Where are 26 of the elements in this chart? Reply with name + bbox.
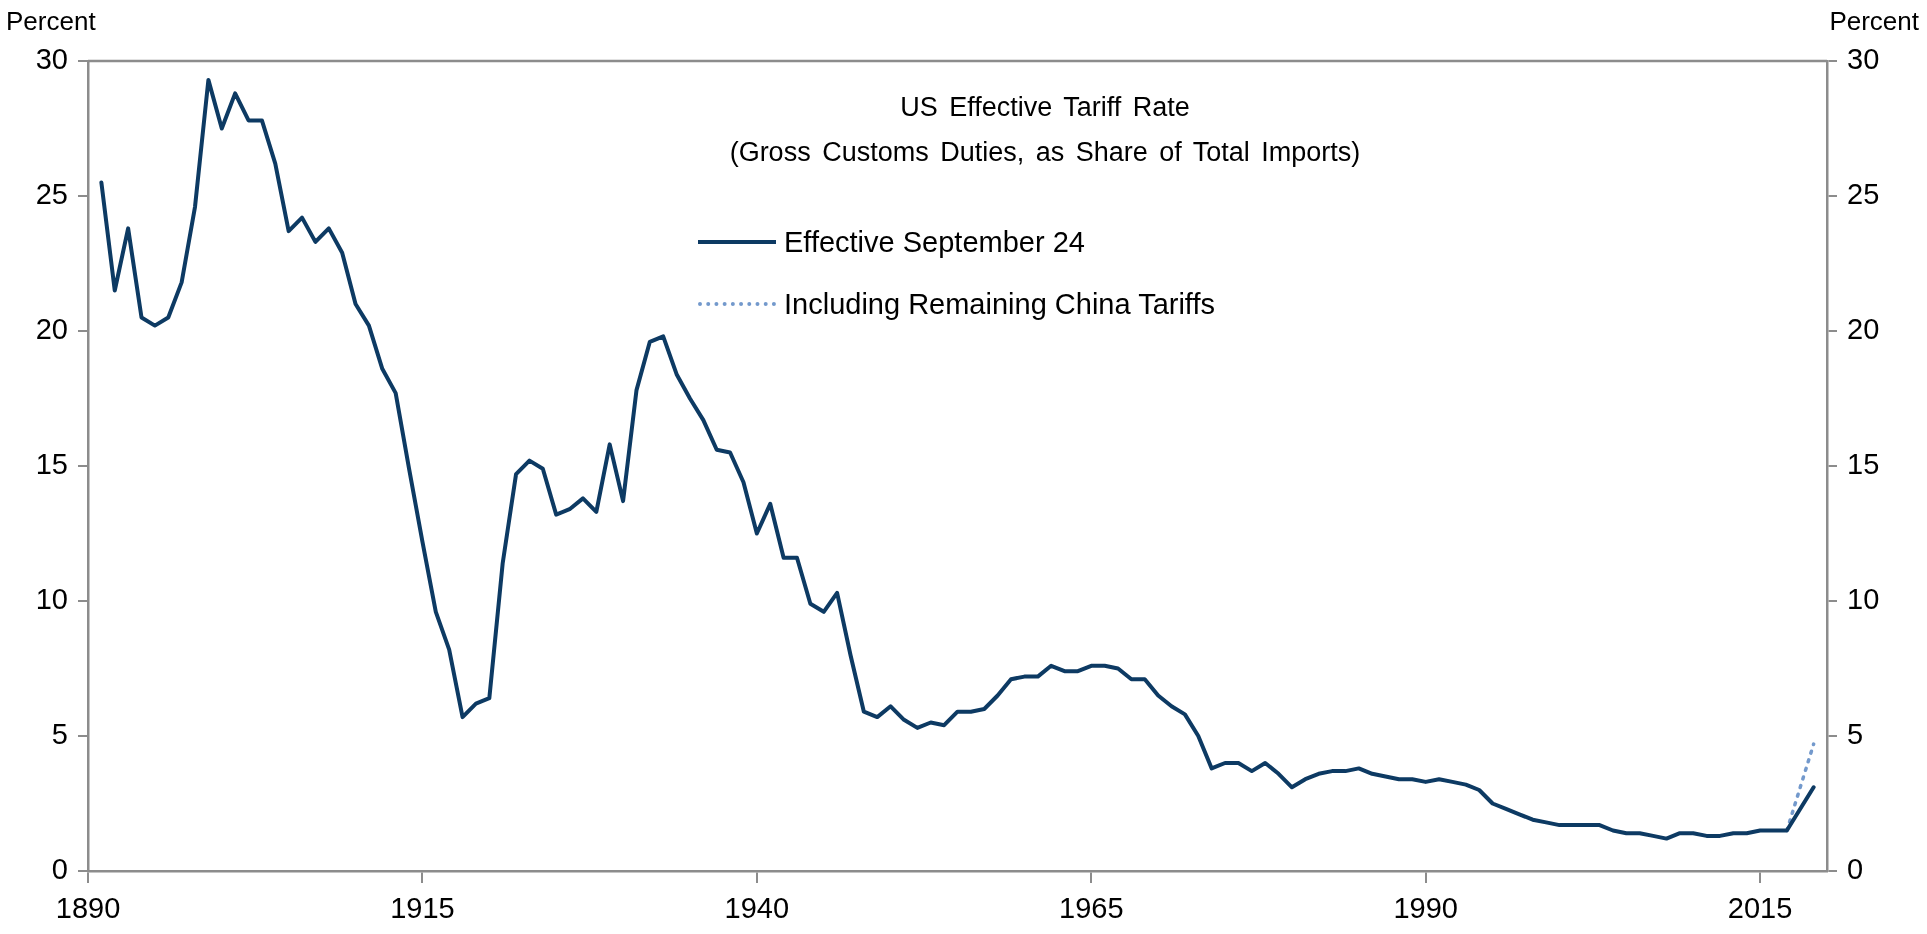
y-tick-label: 20	[35, 313, 68, 345]
y-tick-label: 25	[35, 178, 68, 210]
y2-axis-title: Percent	[1829, 6, 1919, 37]
y2-tick-label: 5	[1847, 718, 1864, 750]
y2-tick-label: 25	[1847, 178, 1880, 210]
x-tick-label: 1890	[55, 892, 121, 925]
y-tick-label: 30	[35, 43, 68, 75]
x-tick-label: 1915	[390, 892, 455, 925]
y2-tick-label: 20	[1847, 313, 1880, 345]
legend-label: Including Remaining China Tariffs	[784, 287, 1215, 321]
y-tick-label: 0	[51, 853, 68, 885]
y2-tick-label: 0	[1847, 853, 1864, 885]
y2-tick-label: 30	[1847, 43, 1880, 75]
x-tick-label: 1965	[1059, 892, 1124, 925]
x-tick-label: 2015	[1727, 892, 1793, 925]
legend-label: Effective September 24	[784, 225, 1085, 259]
y-axis-title: Percent	[6, 6, 96, 37]
y-tick-label: 5	[51, 718, 68, 750]
x-tick-label: 1940	[724, 892, 790, 925]
x-tick-label: 1990	[1393, 892, 1458, 925]
y-tick-label: 10	[35, 583, 68, 615]
y2-tick-label: 10	[1847, 583, 1880, 615]
y-tick-label: 15	[35, 448, 68, 480]
y2-tick-label: 15	[1847, 448, 1880, 480]
text: US Effective Tariff Rate	[899, 92, 1191, 123]
text: (Gross Customs Duties, as Share of Total Imports)	[728, 137, 1362, 168]
